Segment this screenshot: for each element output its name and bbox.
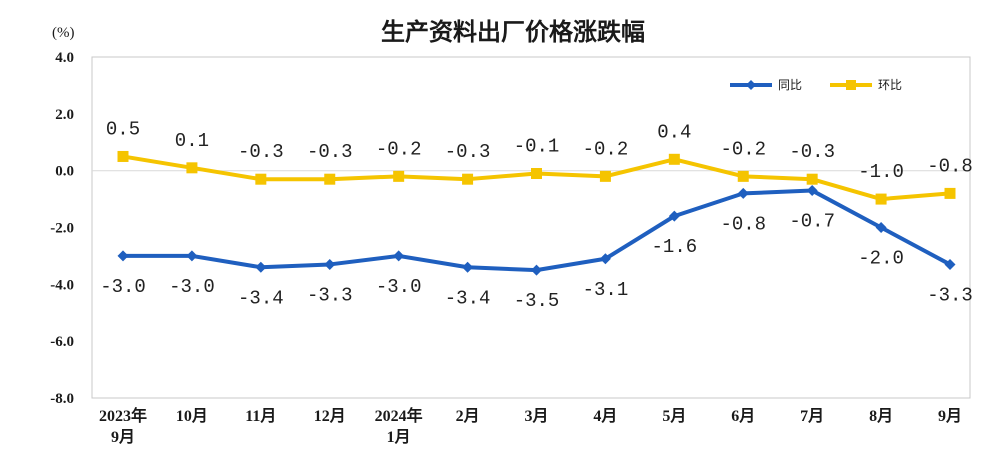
data-label-mom: 0.4 [657, 121, 691, 143]
x-tick-label: 1月 [387, 428, 411, 446]
data-point-yoy [186, 250, 198, 262]
data-label-yoy: -3.5 [514, 290, 560, 312]
data-point-yoy [531, 264, 542, 276]
data-label-mom: -0.8 [927, 155, 973, 177]
y-axis: 4.0 2.0 0.0 -2.0 -4.0 -6.0 -8.0 [50, 50, 74, 407]
x-tick-label: 2023年 [99, 406, 147, 425]
data-point-yoy [255, 261, 267, 273]
y-tick-label: -8.0 [50, 391, 74, 407]
data-point-yoy [806, 185, 818, 197]
x-tick-label: 8月 [869, 407, 893, 425]
data-point-yoy [875, 222, 887, 233]
data-label-yoy: -1.6 [652, 236, 698, 258]
data-point-yoy [737, 187, 749, 199]
legend-marker [846, 80, 856, 90]
data-label-mom: -0.2 [720, 138, 766, 160]
data-label-yoy: -3.3 [927, 284, 973, 306]
data-label-yoy: -0.7 [789, 211, 835, 233]
x-tick-label: 2024年 [375, 406, 423, 425]
data-label-yoy: -3.1 [583, 279, 629, 301]
data-point-yoy [393, 250, 405, 262]
legend-label: 环比 [878, 78, 902, 92]
y-tick-label: 0.0 [55, 164, 74, 180]
data-label-yoy: -3.4 [238, 287, 284, 309]
data-point-mom [875, 193, 887, 205]
x-tick-label: 5月 [662, 407, 686, 425]
data-point-mom [462, 173, 474, 185]
data-label-yoy: -3.4 [445, 287, 491, 309]
data-label-yoy: -3.0 [100, 276, 146, 298]
data-point-yoy [599, 253, 611, 265]
data-point-mom [324, 173, 336, 185]
data-point-mom [531, 168, 542, 180]
data-label-yoy: -3.0 [169, 276, 215, 298]
data-point-yoy [668, 210, 680, 222]
data-point-mom [944, 187, 956, 199]
data-point-yoy [944, 258, 956, 270]
y-tick-label: -6.0 [50, 334, 74, 350]
data-point-yoy [462, 261, 474, 273]
data-label-yoy: -2.0 [858, 248, 904, 270]
data-label-mom: -0.3 [307, 141, 353, 163]
series-layer: -3.0 -3.0 -3.4 -3.3 -3.0 -3.4 -3.5 -3.1 -1.6 -0.8… [100, 118, 973, 312]
y-tick-label: -4.0 [50, 277, 74, 293]
data-point-yoy [117, 250, 129, 262]
data-label-mom: -0.3 [445, 141, 491, 163]
data-label-mom: -0.2 [583, 138, 629, 160]
x-tick-label: 3月 [524, 407, 548, 425]
data-point-mom [255, 173, 267, 185]
x-tick-label: 11月 [245, 407, 276, 425]
data-label-yoy: -0.8 [720, 213, 766, 235]
data-point-mom [668, 153, 680, 165]
data-point-mom [393, 170, 405, 182]
x-tick-label: 2月 [456, 407, 480, 425]
plot-area [91, 56, 971, 399]
x-tick-label: 7月 [800, 407, 824, 425]
x-tick-label: 4月 [593, 407, 617, 425]
data-label-yoy: -3.3 [307, 284, 353, 306]
y-tick-label: -2.0 [50, 221, 74, 237]
legend: 同比 环比 [730, 78, 902, 92]
data-point-mom [599, 170, 611, 182]
legend-marker [746, 80, 756, 90]
x-tick-label: 9月 [111, 428, 135, 446]
data-point-mom [186, 162, 198, 174]
data-label-mom: 0.1 [175, 130, 209, 152]
y-unit-label: (%) [52, 25, 75, 41]
x-tick-label: 10月 [176, 407, 208, 425]
data-label-yoy: -3.0 [376, 276, 422, 298]
y-tick-label: 2.0 [55, 107, 74, 123]
data-point-yoy [324, 258, 336, 270]
legend-label: 同比 [778, 78, 802, 92]
data-point-mom [737, 170, 749, 182]
x-axis: 2023年 9月 10月 11月 12月 2024年 1月 2月 3月 4月 5月 6月 7月 8月 9月 [99, 406, 962, 446]
data-point-mom [117, 150, 129, 162]
data-label-mom: -0.2 [376, 138, 422, 160]
chart-title: 生产资料出厂价格涨跌幅 [381, 18, 645, 46]
data-label-mom: -0.3 [238, 141, 284, 163]
data-label-mom: 0.5 [106, 118, 140, 140]
x-tick-label: 9月 [938, 407, 962, 425]
data-label-mom: -1.0 [858, 161, 904, 183]
data-label-mom: -0.3 [789, 141, 835, 163]
x-tick-label: 6月 [731, 407, 755, 425]
data-point-mom [806, 173, 818, 185]
data-label-mom: -0.1 [514, 136, 560, 158]
y-tick-label: 4.0 [55, 50, 74, 66]
x-tick-label: 12月 [314, 407, 346, 425]
